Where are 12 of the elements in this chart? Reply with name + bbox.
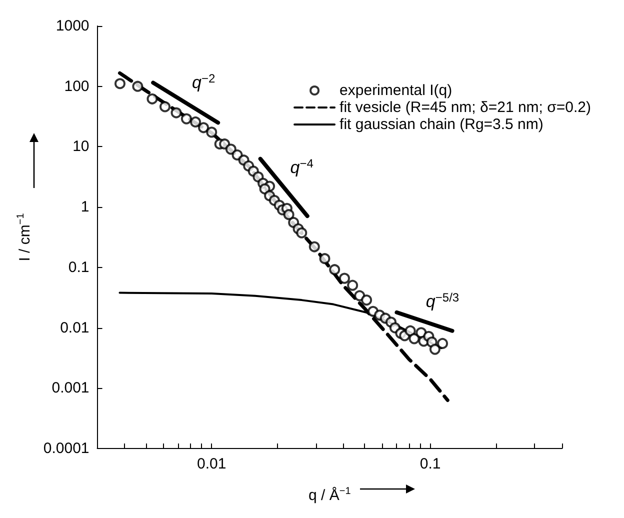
y-axis-title: I / cm−1	[16, 212, 34, 262]
legend-label: fit vesicle (R=45 nm; δ=21 nm; σ=0.2)	[340, 99, 592, 116]
legend-label: fit gaussian chain (Rg=3.5 nm)	[340, 116, 544, 133]
y-tick-label: 100	[64, 78, 90, 95]
y-tick-label: 0.1	[68, 258, 90, 276]
y-tick-label: 0.01	[60, 319, 90, 336]
y-tick-label: 0.0001	[43, 440, 90, 457]
y-tick-label: 1	[80, 198, 90, 216]
y-tick-label: 10	[72, 138, 90, 156]
y-tick-label: 1000	[56, 18, 90, 34]
legend-label: experimental I(q)	[340, 82, 452, 99]
y-tick-label: 0.001	[52, 380, 90, 397]
